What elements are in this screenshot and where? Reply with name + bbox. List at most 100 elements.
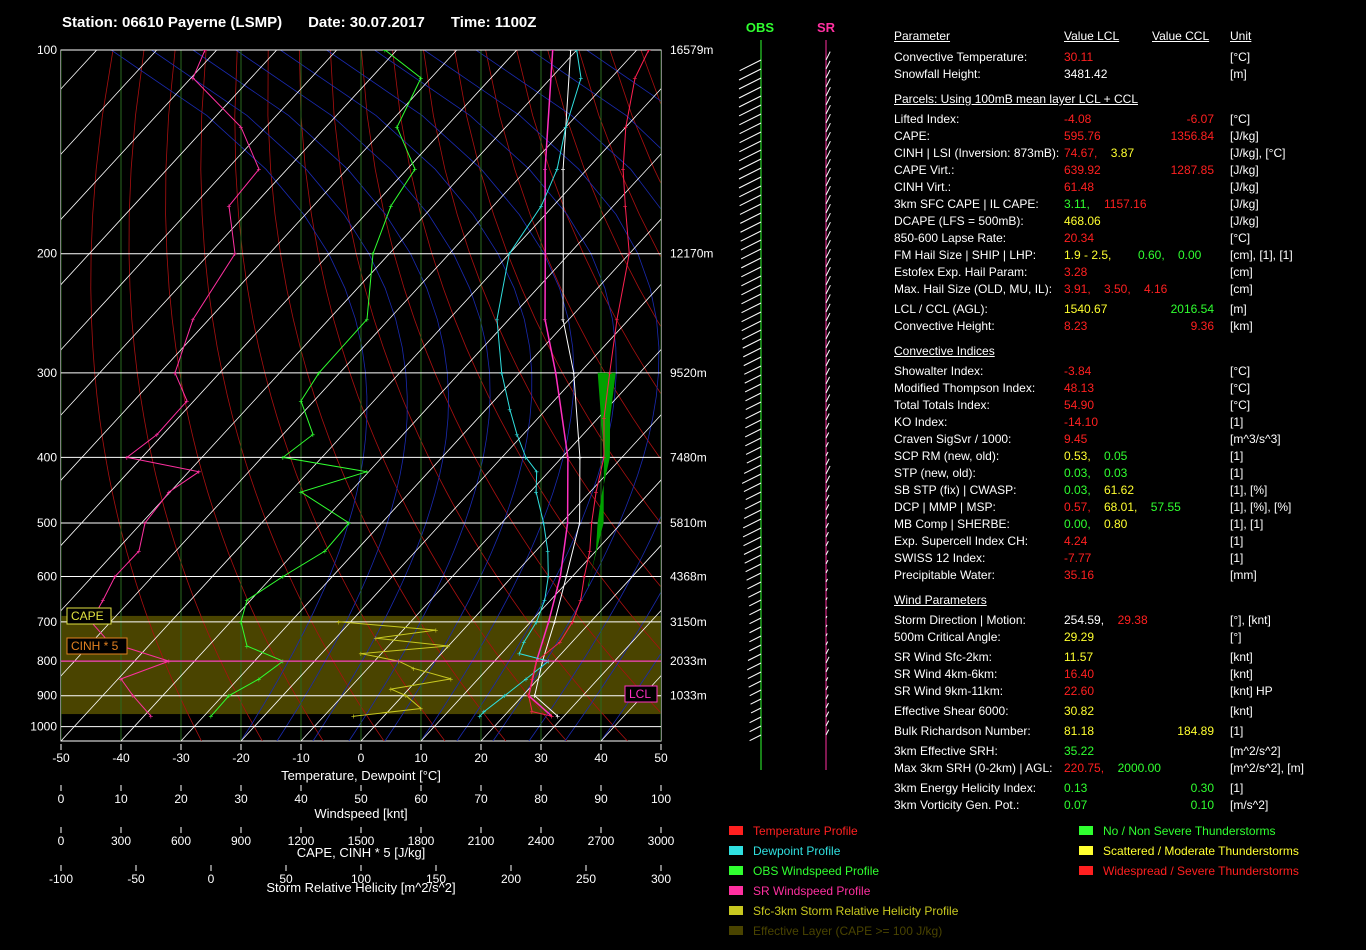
sr-barb xyxy=(825,376,831,385)
obs-barb xyxy=(745,419,762,429)
param-name: SCP RM (new, old): xyxy=(894,449,1000,463)
skewed-isotherm xyxy=(61,50,398,416)
srh-axis-tick-label: 300 xyxy=(651,872,671,886)
unit: [1] xyxy=(1230,534,1244,548)
height-label: 12170m xyxy=(670,247,713,261)
value-lcl: 0.13 xyxy=(1064,781,1088,795)
obs-barb xyxy=(741,293,762,305)
value-ccl: 2016.54 xyxy=(1170,302,1214,316)
temperature-profile-marker: + xyxy=(578,596,583,605)
windspeed-axis-tick-label: 100 xyxy=(651,792,671,806)
obs-barb xyxy=(748,680,762,688)
unit: [knt] xyxy=(1230,650,1253,664)
sr-windspeed-profile-marker: + xyxy=(185,397,190,406)
temperature-profile-marker: + xyxy=(582,573,587,582)
temperature-axis-tick-label: 30 xyxy=(534,751,548,765)
value-lcl: 0.03, xyxy=(1064,466,1091,480)
obs-barb xyxy=(739,59,762,72)
dry-adiabat xyxy=(90,50,202,741)
param-name: SR Wind 9km-11km: xyxy=(894,684,1004,698)
temperature-profile-marker: + xyxy=(549,712,554,721)
moist-adiabat xyxy=(280,50,533,741)
skewed-isotherm xyxy=(61,50,458,481)
value-lcl: 35.22 xyxy=(1064,744,1095,758)
value-lcl: 4.24 xyxy=(1064,534,1088,548)
obs-windspeed-profile-marker: + xyxy=(281,453,286,462)
dry-adiabat xyxy=(330,50,628,741)
param-name: Max 3km SRH (0-2km) | AGL: xyxy=(894,761,1053,775)
parcel-curve-marker: + xyxy=(565,519,570,528)
section-title: Convective Indices xyxy=(894,344,995,358)
value-lcl: -14.10 xyxy=(1064,415,1099,429)
obs-windspeed-profile-marker: + xyxy=(281,573,286,582)
obs-barb xyxy=(739,140,762,153)
temperature-profile-marker: + xyxy=(623,202,628,211)
sr-barb xyxy=(825,194,831,205)
dewpoint-profile-marker: + xyxy=(514,430,519,439)
sr-windspeed-profile-marker: + xyxy=(149,712,154,721)
obs-barb xyxy=(740,221,762,233)
param-name: CAPE Virt.: xyxy=(894,163,955,177)
temperature-profile-marker: + xyxy=(614,315,619,324)
unit: [cm] xyxy=(1230,265,1253,279)
obs-barb xyxy=(747,581,762,590)
temperature-axis-tick-label: 0 xyxy=(358,751,365,765)
temperature-axis-tick-label: -40 xyxy=(112,751,130,765)
cape-axis-tick-label: 2700 xyxy=(588,834,615,848)
value-lcl: 3.28 xyxy=(1064,265,1088,279)
temperature-axis-title: Temperature, Dewpoint [°C] xyxy=(281,768,441,783)
obs-windspeed-profile-marker: + xyxy=(317,369,322,378)
cape-axis-tick-label: 1800 xyxy=(408,834,435,848)
section-title: Wind Parameters xyxy=(894,593,987,607)
value-lcl: 22.60 xyxy=(1064,684,1095,698)
dry-adiabat xyxy=(454,50,661,525)
sr-barb xyxy=(825,422,830,430)
parcel-curve-marker: + xyxy=(549,712,554,721)
param-name: Modified Thompson Index: xyxy=(894,381,1036,395)
sr-barb xyxy=(825,86,831,97)
sr-barb xyxy=(825,441,829,448)
legend-label: SR Windspeed Profile xyxy=(753,884,871,898)
obs-barb xyxy=(741,302,762,314)
obs-barb xyxy=(746,662,762,671)
legend-label: No / Non Severe Thunderstorms xyxy=(1103,824,1276,838)
value-lcl: 0.00, xyxy=(1064,517,1091,531)
legend-label: Sfc-3km Storm Relative Helicity Profile xyxy=(753,904,959,918)
sr-windspeed-profile-marker: + xyxy=(113,573,118,582)
unit: [m] xyxy=(1230,302,1247,316)
value-lcl: 254.59, xyxy=(1064,613,1105,627)
legend-swatch xyxy=(729,926,743,935)
virtual-parcel-curve-marker: + xyxy=(560,315,565,324)
value-tertiary: 57.55 xyxy=(1150,500,1181,514)
value-lcl: 11.57 xyxy=(1064,650,1094,664)
obs-windspeed-profile-marker: + xyxy=(413,165,418,174)
unit: [knt] HP xyxy=(1230,684,1273,698)
param-name: Precipitable Water: xyxy=(894,568,995,582)
dewpoint-profile-marker: + xyxy=(541,519,546,528)
value-ccl: 184.89 xyxy=(1177,724,1214,738)
legend-item: Sfc-3km Storm Relative Helicity Profile xyxy=(729,904,958,918)
windspeed-axis-tick-label: 30 xyxy=(234,792,248,806)
param-name: Exp. Supercell Index CH: xyxy=(894,534,1029,548)
sr-barb xyxy=(825,694,829,700)
unit: [1], [1] xyxy=(1230,517,1264,531)
legend-item: Widespread / Severe Thunderstorms xyxy=(1079,864,1299,878)
virtual-parcel-curve-marker: + xyxy=(555,712,560,721)
sr-barb xyxy=(825,167,831,178)
sr-barb xyxy=(825,541,829,547)
obs-barb xyxy=(738,158,762,171)
unit: [°C] xyxy=(1230,50,1251,64)
legend-swatch xyxy=(1079,866,1093,875)
obs-barb xyxy=(749,725,762,733)
obs-barb xyxy=(738,77,762,90)
unit: [°] xyxy=(1230,630,1242,644)
skewed-isotherm xyxy=(300,349,661,741)
unit: [°C] xyxy=(1230,381,1251,395)
sr-barb xyxy=(825,275,831,286)
sr-barb xyxy=(825,185,831,196)
windspeed-axis-tick-label: 60 xyxy=(414,792,428,806)
param-name: Effective Shear 6000: xyxy=(894,704,1009,718)
param-name: 3km SFC CAPE | IL CAPE: xyxy=(894,197,1039,211)
value-lcl: 0.07 xyxy=(1064,798,1088,812)
param-name: 3km Energy Helicity Index: xyxy=(894,781,1037,795)
